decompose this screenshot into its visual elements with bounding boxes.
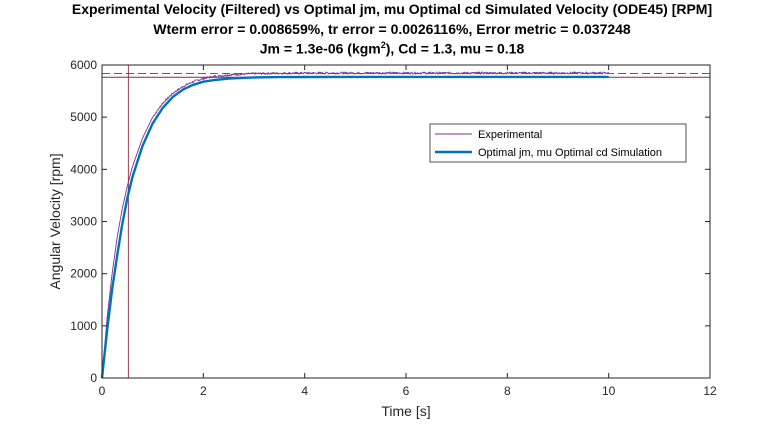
legend: Experimental Optimal jm, mu Optimal cd S… — [429, 123, 687, 163]
chart-title-line-3-sup: 2 — [380, 40, 386, 50]
x-tick-label: 8 — [504, 384, 511, 398]
x-tick-label: 10 — [602, 384, 616, 398]
reference-lines — [102, 65, 710, 378]
legend-box — [429, 123, 687, 163]
series-line-1 — [100, 75, 609, 379]
y-tick-label: 4000 — [70, 162, 97, 176]
y-tick-label: 3000 — [70, 215, 97, 229]
x-axis-label: Time [s] — [381, 403, 430, 419]
y-tick-label: 1000 — [70, 319, 97, 333]
x-tick-label: 12 — [703, 384, 717, 398]
y-tick-label: 5000 — [70, 110, 97, 124]
x-tick-label: 6 — [403, 384, 410, 398]
y-axis-label: Angular Velocity [rpm] — [47, 153, 63, 289]
legend-label-simulation: Optimal jm, mu Optimal cd Simulation — [478, 147, 662, 159]
series-line-0 — [101, 71, 609, 379]
x-tick-label: 2 — [200, 384, 207, 398]
x-tick-label: 0 — [99, 384, 106, 398]
chart-title-line-2: Wterm error = 0.008659%, tr error = 0.00… — [153, 21, 631, 37]
x-tick-label: 4 — [301, 384, 308, 398]
legend-label-experimental: Experimental — [478, 129, 542, 141]
chart-title-line-3-prefix: Jm = 1.3e-06 (kgm — [259, 40, 381, 57]
chart-title-line-3: Jm = 1.3e-06 (kgm2), Cd = 1.3, mu = 0.18 — [0, 40, 784, 57]
series-layer — [100, 71, 609, 379]
y-tick-label: 6000 — [70, 58, 97, 72]
chart-title-line-1: Experimental Velocity (Filtered) vs Opti… — [71, 1, 713, 17]
axis-ticks: 0 2 4 6 8 10 12 0 1000 2000 3000 4000 5000 6000 — [70, 58, 717, 398]
axes-box — [101, 64, 711, 379]
y-tick-label: 0 — [90, 371, 97, 385]
chart-title-line-3-suffix: ), Cd = 1.3, mu = 0.18 — [385, 40, 525, 57]
y-tick-label: 2000 — [70, 267, 97, 281]
